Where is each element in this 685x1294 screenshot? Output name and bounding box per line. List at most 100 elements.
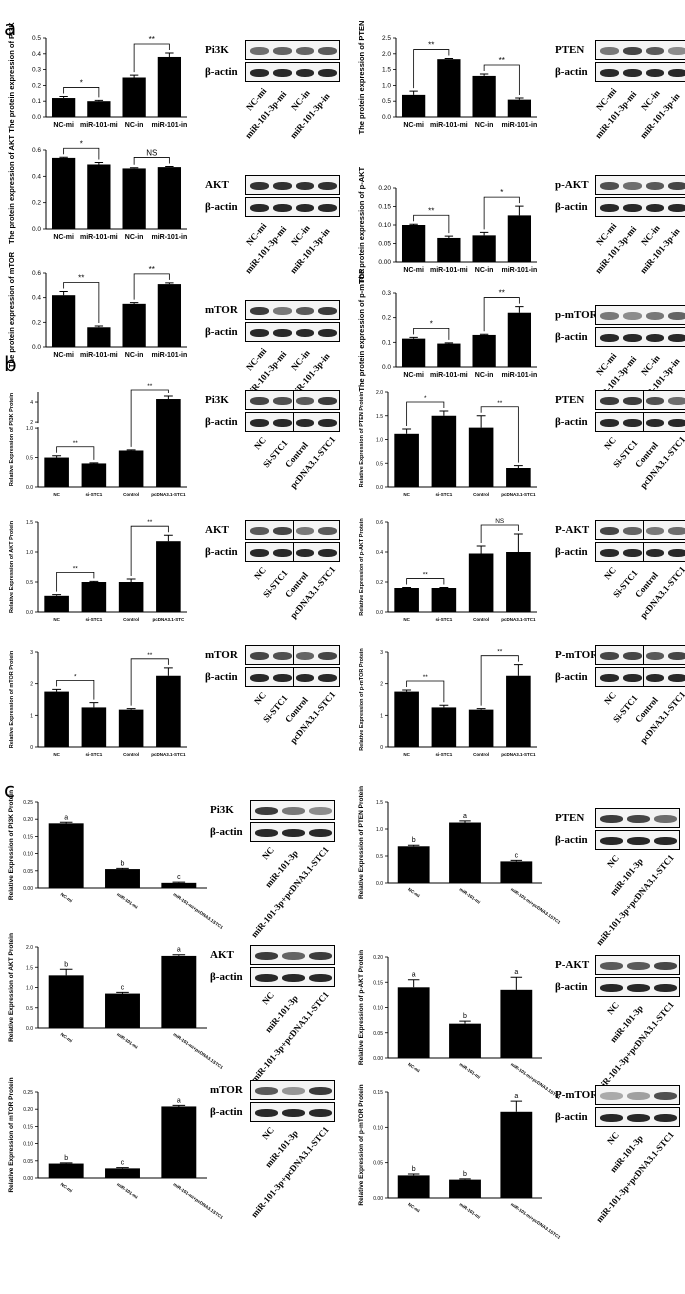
blot-band bbox=[654, 962, 677, 970]
blot-band bbox=[645, 334, 665, 342]
blot-band bbox=[645, 182, 665, 190]
y-tick-label: 0.20 bbox=[23, 817, 33, 823]
blot-band bbox=[282, 829, 305, 837]
y-axis-label: Relative Expression of PTEN Protein bbox=[359, 391, 365, 487]
x-tick-label: NC-in bbox=[475, 122, 494, 129]
bar bbox=[161, 1106, 197, 1178]
bar bbox=[394, 691, 419, 747]
significance-letter: b bbox=[463, 1171, 467, 1178]
blot-band bbox=[622, 674, 642, 682]
blot-band bbox=[600, 47, 619, 55]
blot-band bbox=[318, 204, 337, 212]
y-tick-label: 2.0 bbox=[26, 945, 33, 951]
x-tick-label: NC-mi bbox=[403, 122, 424, 129]
blot-protein-row bbox=[250, 945, 335, 965]
blot-band bbox=[272, 549, 292, 557]
error-bar bbox=[476, 415, 486, 428]
x-tick-label: NC-mi bbox=[60, 1032, 74, 1044]
blot-control-row bbox=[595, 197, 685, 217]
bar bbox=[122, 303, 146, 347]
blot-band bbox=[255, 829, 278, 837]
blot-band bbox=[318, 329, 337, 337]
bar bbox=[157, 56, 182, 117]
bar-chart-a2: The protein expression of PTEN 0.0 0.5 1.0 1… bbox=[357, 21, 537, 135]
error-bar bbox=[444, 58, 454, 60]
error-bar bbox=[165, 282, 174, 285]
error-bar bbox=[89, 702, 99, 708]
y-axis-label: The protein expression of PTEN bbox=[357, 21, 366, 135]
bar-chart-b2: Relative Expression of PTEN Protein 0.0 0.… bbox=[359, 390, 537, 497]
bar bbox=[506, 468, 531, 487]
y-tick-label: 0.1 bbox=[382, 339, 391, 346]
blot-control-label: β-actin bbox=[210, 1106, 243, 1118]
significance-bracket bbox=[56, 446, 95, 460]
blot-separator bbox=[292, 542, 294, 562]
x-tick-label: NC-mi bbox=[53, 352, 74, 359]
error-bar bbox=[94, 99, 104, 102]
error-bar bbox=[116, 867, 129, 870]
significance-bracket bbox=[413, 49, 450, 89]
western-blot-bc6: P-mTOR β-actin NC miR-101-3p miR-101-3p+pcDN… bbox=[555, 1085, 680, 1224]
blot-protein-row bbox=[595, 955, 680, 975]
error-bar bbox=[94, 162, 104, 165]
y-tick-label: 0.4 bbox=[32, 295, 41, 302]
bar bbox=[81, 582, 107, 612]
blot-protein-row bbox=[595, 40, 685, 60]
blot-protein-label: PTEN bbox=[555, 394, 585, 406]
blot-band bbox=[627, 984, 650, 992]
bar bbox=[472, 75, 496, 117]
blot-band bbox=[272, 69, 292, 77]
significance-bracket bbox=[130, 658, 169, 706]
bar bbox=[105, 869, 140, 888]
y-tick-label: 0.0 bbox=[26, 1026, 33, 1032]
error-bar bbox=[479, 73, 489, 76]
x-tick-label: miR-101-in bbox=[151, 122, 187, 129]
blot-band bbox=[600, 837, 623, 845]
blot-lane-label: NC bbox=[604, 853, 621, 870]
blot-band bbox=[654, 815, 677, 823]
error-bar bbox=[172, 1104, 186, 1107]
bar-chart-c6: Relative Expression of p-mTOR Protein 0.0… bbox=[358, 1084, 562, 1240]
y-axis-label: The protein expression of p-AKT bbox=[357, 166, 366, 283]
blot-lane-label: miR-101-3p-mi bbox=[242, 89, 289, 141]
error-bar bbox=[515, 306, 524, 313]
y-tick-label: 0.00 bbox=[373, 1056, 383, 1062]
y-axis-label: Relative Expression of p-mTOR Protein bbox=[359, 648, 365, 751]
y-tick-label: 2.0 bbox=[382, 51, 391, 58]
blot-band bbox=[668, 182, 685, 190]
western-blot-bb4: P-AKT β-actin NC Si-STC1 Control pcDNA3.1-STC… bbox=[555, 520, 685, 630]
significance-bracket bbox=[56, 679, 95, 700]
error-bar bbox=[459, 1178, 471, 1180]
error-bar bbox=[407, 979, 420, 988]
blot-band bbox=[600, 312, 619, 320]
blot-band bbox=[250, 397, 269, 405]
y-tick-label: 0.0 bbox=[32, 114, 41, 121]
blot-band bbox=[600, 962, 623, 970]
blot-band bbox=[645, 47, 665, 55]
y-tick-label: 0.2 bbox=[382, 315, 391, 322]
bar bbox=[81, 463, 107, 487]
y-tick-label: 0.1 bbox=[32, 98, 41, 105]
y-tick-label: 0.0 bbox=[376, 881, 383, 887]
y-tick-label: 0.05 bbox=[378, 241, 391, 248]
y-axis-label: Relative Expression of p-AKT Protein bbox=[358, 950, 365, 1065]
error-bar bbox=[409, 336, 418, 339]
blot-lane-label: NC bbox=[252, 565, 269, 582]
blot-separator bbox=[292, 667, 294, 687]
blot-control-label: β-actin bbox=[555, 331, 588, 343]
blot-band bbox=[668, 204, 685, 212]
x-tick-label: NC-mi bbox=[53, 122, 74, 129]
bar bbox=[397, 846, 430, 883]
y-tick-label: 1.0 bbox=[382, 82, 391, 89]
error-bar bbox=[409, 90, 418, 95]
y-tick-label: 0.25 bbox=[23, 800, 33, 806]
blot-protein-row bbox=[595, 305, 685, 325]
blot-lane-label: miR-101-3p-mi bbox=[242, 224, 289, 276]
blot-band bbox=[600, 674, 619, 682]
bar bbox=[161, 882, 197, 888]
error-bar bbox=[89, 462, 99, 464]
blot-band bbox=[645, 69, 665, 77]
bar bbox=[437, 59, 461, 117]
blot-band bbox=[250, 204, 269, 212]
bar bbox=[44, 595, 69, 612]
